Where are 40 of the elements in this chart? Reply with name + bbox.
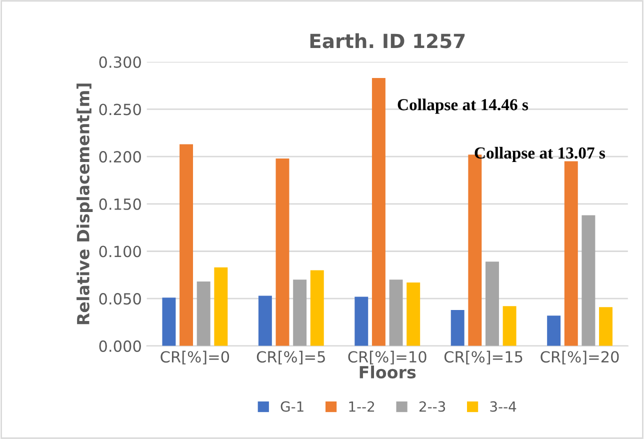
- bar: [180, 144, 194, 346]
- chart-title: Earth. ID 1257: [310, 33, 465, 48]
- bar: [486, 262, 499, 346]
- bar: [196, 282, 210, 346]
- x-tick-label: CR[%]=15: [444, 350, 522, 364]
- legend-label: 1--2: [349, 401, 374, 412]
- bar: [450, 310, 464, 346]
- annotation: Collapse at 14.46 s: [398, 98, 528, 114]
- y-tick-label: 0.150: [99, 198, 141, 210]
- bar: [258, 296, 272, 346]
- bar: [293, 280, 307, 346]
- legend-label: 2--3: [419, 401, 446, 412]
- y-tick-label: 0.200: [99, 151, 141, 163]
- bar: [564, 161, 578, 346]
- legend-label: G-1: [280, 401, 304, 412]
- bar: [162, 298, 176, 346]
- bar: [354, 296, 368, 346]
- y-tick-label: 0.250: [99, 104, 141, 116]
- bar: [389, 280, 403, 346]
- bar: [276, 158, 290, 346]
- y-tick-label: 0.300: [99, 56, 141, 68]
- y-axis-title: Relative Displacement[m]: [76, 84, 93, 324]
- legend-label: 3--4: [490, 401, 516, 412]
- bar: [547, 316, 561, 346]
- x-tick-label: CR[%]=5: [256, 350, 325, 364]
- bar: [502, 306, 516, 346]
- bar: [214, 267, 228, 346]
- x-axis-title: Floors: [360, 366, 416, 378]
- annotation: Collapse at 13.07 s: [474, 146, 606, 162]
- x-tick-label: CR[%]=10: [348, 350, 426, 364]
- bar: [310, 270, 324, 346]
- bar: [372, 78, 386, 346]
- bar: [599, 307, 613, 346]
- bar: [582, 215, 596, 346]
- x-tick-label: CR[%]=0: [160, 350, 230, 364]
- y-tick-label: 0.000: [99, 340, 141, 352]
- x-tick-label: CR[%]=20: [540, 350, 619, 364]
- y-tick-label: 0.100: [99, 246, 141, 258]
- y-tick-label: 0.050: [99, 293, 141, 305]
- bar: [406, 282, 420, 346]
